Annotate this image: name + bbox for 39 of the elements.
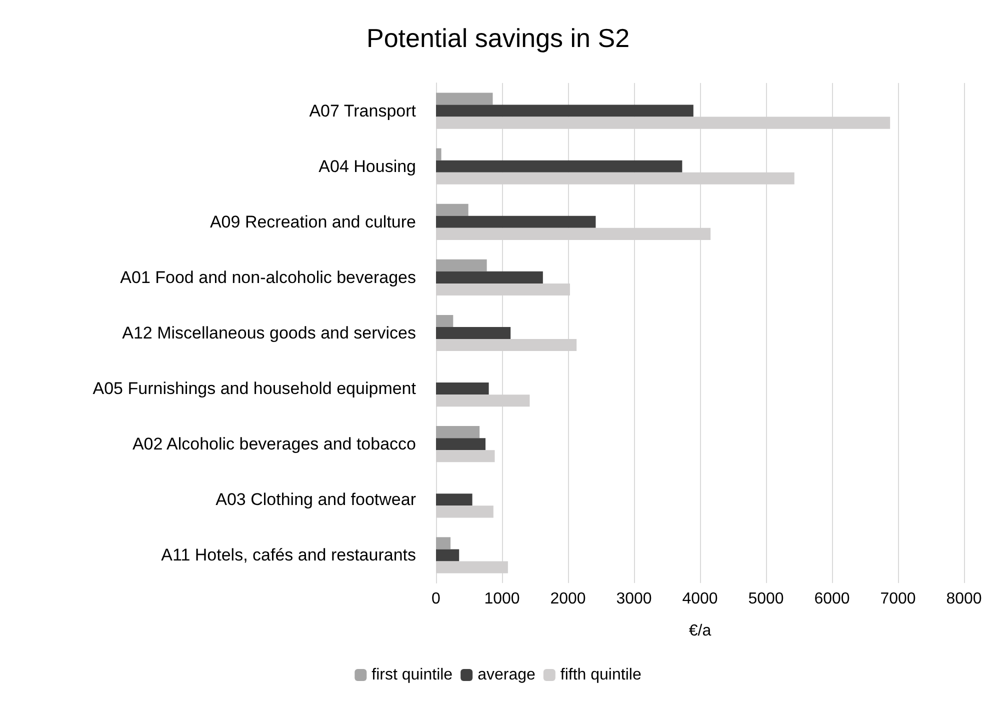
x-tick-label: 4000 (682, 590, 718, 608)
y-tick-label: A09 Recreation and culture (210, 212, 416, 232)
bar (436, 259, 487, 272)
y-tick-label: A11 Hotels, cafés and restaurants (161, 546, 416, 565)
bar (436, 204, 468, 216)
bar (436, 438, 486, 450)
bar (436, 549, 460, 562)
chart-title: Potential savings in S2 (366, 23, 630, 53)
bar (436, 326, 511, 340)
legend-label: average (478, 666, 536, 684)
x-tick-label: 5000 (748, 590, 784, 608)
legend-label: first quintile (372, 666, 453, 684)
x-tick-label: 6000 (814, 590, 850, 608)
bar (436, 494, 472, 506)
bar (436, 271, 543, 284)
bar (436, 148, 442, 160)
y-tick-label: A07 Transport (309, 101, 416, 120)
legend-label: fifth quintile (560, 666, 642, 684)
x-tick-label: 1000 (484, 590, 520, 608)
y-tick-label: A05 Furnishings and household equipment (92, 379, 416, 398)
y-tick-label: A04 Housing (318, 156, 416, 176)
bar (436, 160, 682, 172)
x-tick-label: 2000 (550, 590, 586, 608)
bar (436, 426, 480, 438)
bar (436, 92, 493, 105)
bar (436, 314, 454, 327)
x-tick-label: 3000 (616, 590, 652, 608)
x-tick-label: 0 (432, 590, 441, 608)
bar (436, 537, 451, 550)
y-tick-label: A01 Food and non-alcoholic beverages (120, 268, 416, 287)
x-tick-label: 7000 (880, 590, 916, 608)
x-axis-title: €/a (688, 622, 712, 640)
bar (436, 104, 694, 117)
y-tick-label: A03 Clothing and footwear (216, 490, 416, 510)
bar (436, 216, 596, 228)
y-tick-label: A12 Miscellaneous goods and services (122, 324, 416, 342)
x-tick-label: 8000 (946, 590, 982, 608)
bar (436, 382, 489, 395)
y-tick-label: A02 Alcoholic beverages and tobacco (132, 434, 416, 454)
